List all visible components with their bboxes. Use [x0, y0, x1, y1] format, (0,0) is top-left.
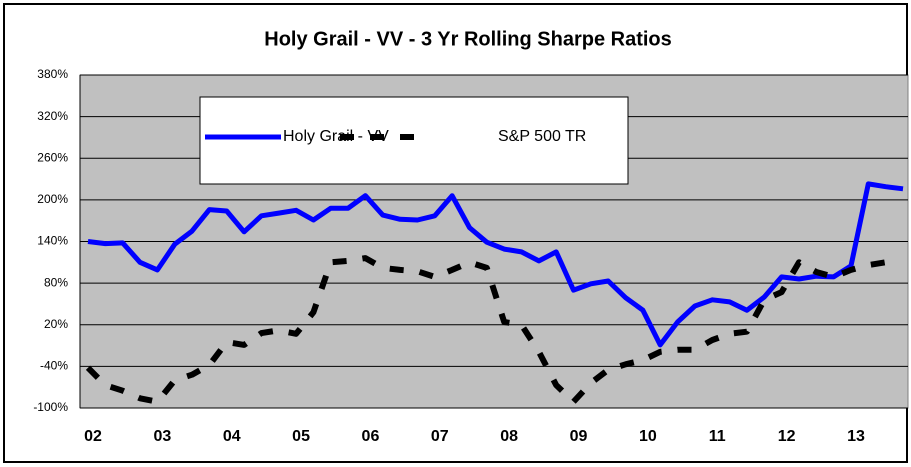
- x-tick-label: 03: [153, 428, 171, 445]
- x-tick-label: 10: [639, 428, 657, 445]
- x-tick-label: 11: [709, 428, 726, 445]
- y-tick-label: 20%: [44, 317, 68, 331]
- chart-title: Holy Grail - VV - 3 Yr Rolling Sharpe Ra…: [264, 28, 672, 50]
- x-tick-label: 08: [500, 428, 518, 445]
- x-tick-label: 13: [847, 428, 865, 445]
- x-tick-label: 07: [431, 428, 449, 445]
- y-tick-label: 80%: [44, 275, 68, 289]
- y-tick-label: 380%: [37, 67, 68, 81]
- x-tick-label: 04: [223, 428, 241, 445]
- legend: Holy Grail - VV S&P 500 TR: [199, 96, 629, 185]
- x-tick-label: 02: [84, 428, 102, 445]
- legend-label: Holy Grail - VV: [283, 128, 389, 145]
- series-line: [85, 255, 887, 405]
- legend-box: [199, 96, 629, 185]
- x-tick-label: 06: [362, 428, 380, 445]
- y-tick-label: -100%: [33, 400, 68, 414]
- y-tick-label: 260%: [37, 150, 68, 164]
- series-line: [87, 181, 904, 348]
- y-tick-label: 200%: [37, 192, 68, 206]
- x-tick-label: 12: [778, 428, 796, 445]
- y-tick-label: 320%: [37, 109, 68, 123]
- y-tick-label: -40%: [40, 359, 68, 373]
- y-tick-label: 140%: [37, 234, 68, 248]
- x-tick-label: 09: [570, 428, 588, 445]
- x-tick-label: 05: [292, 428, 310, 445]
- legend-label: S&P 500 TR: [498, 128, 586, 145]
